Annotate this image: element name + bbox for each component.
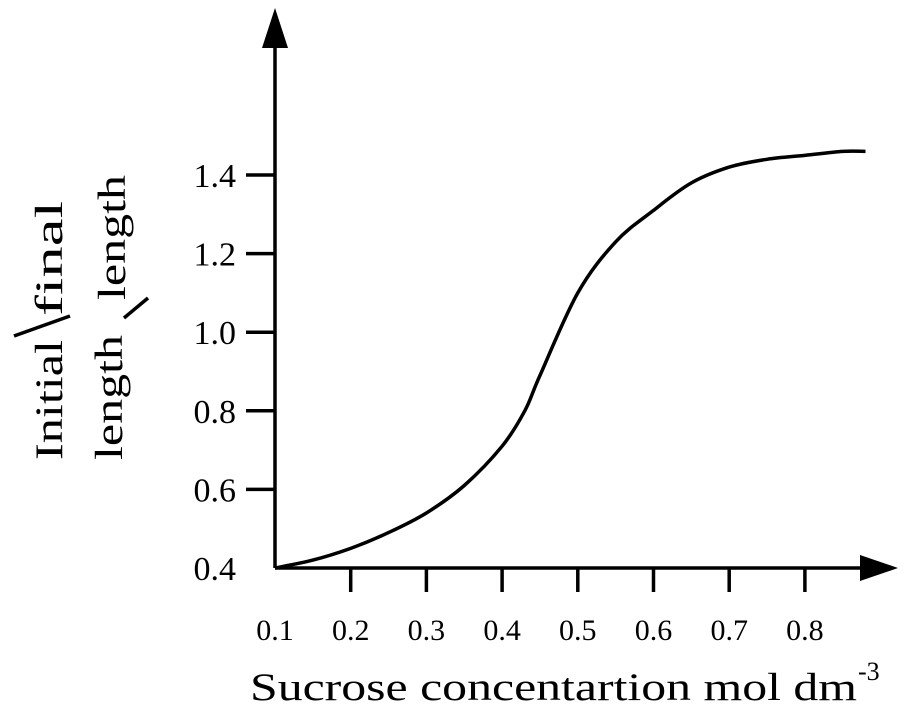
y-tick-label: 0.6 — [194, 472, 237, 509]
y-tick-label: 0.8 — [194, 394, 237, 431]
x-tick-label: 0.8 — [786, 614, 824, 647]
x-tick-label: 0.4 — [483, 614, 521, 647]
x-tick-label: 0.5 — [559, 614, 597, 647]
x-axis-arrowhead — [860, 555, 898, 581]
series-line — [274, 149, 866, 570]
y-axis-title-denominator-right: length — [91, 175, 134, 300]
x-ticks: 0.1 0.2 0.3 0.4 0.5 0.6 0.7 0.8 — [256, 568, 824, 647]
y-axis-title: Initial final length length — [13, 175, 150, 460]
x-axis-title-superscript: -3 — [858, 657, 880, 686]
y-tick-label: 1.4 — [194, 158, 237, 195]
y-axis-arrowhead — [262, 8, 288, 48]
x-tick-label: 0.1 — [256, 614, 294, 647]
y-axis-title-numerator-right: length — [88, 335, 131, 460]
y-axis-title-fraction-bar-left — [13, 314, 71, 338]
y-tick-label: 1.2 — [194, 237, 237, 274]
x-tick-label: 0.6 — [635, 614, 673, 647]
y-axis-title-denominator-left: final — [28, 201, 71, 316]
y-tick-label: 1.0 — [194, 315, 237, 352]
x-tick-label: 0.3 — [408, 614, 446, 647]
y-axis-title-numerator-left: Initial — [28, 340, 71, 460]
x-tick-label: 0.7 — [710, 614, 748, 647]
y-ticks: 0.4 0.6 0.8 1.0 1.2 1.4 — [194, 158, 275, 588]
axis-titles: Sucrose concentartion mol dm -3 Initial … — [13, 175, 880, 709]
y-axis-title-fraction-bar-right — [122, 296, 150, 320]
y-tick-label: 0.4 — [194, 551, 237, 588]
x-axis-title: Sucrose concentartion mol dm — [250, 666, 857, 709]
x-tick-label: 0.2 — [332, 614, 370, 647]
axes — [262, 8, 898, 581]
